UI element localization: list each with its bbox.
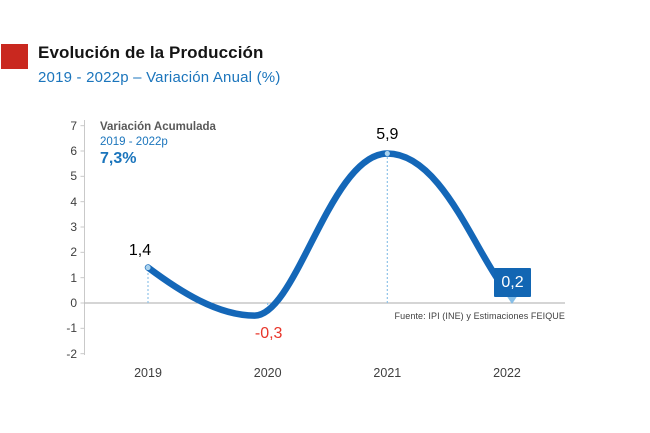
y-tick-label: 3	[70, 220, 77, 234]
x-tick-label-2019: 2019	[134, 366, 162, 380]
x-tick-label-2020: 2020	[253, 366, 282, 380]
callout-2022: 0,2	[493, 268, 531, 298]
x-tick-label-2021: 2021	[373, 366, 402, 380]
x-tick-label-2022: 2022	[493, 366, 521, 380]
source-note: Fuente: IPI (INE) y Estimaciones FEIQUE	[394, 311, 565, 321]
data-label-2019: 1,4	[128, 241, 152, 259]
data-label-2020: -0,3	[254, 324, 283, 342]
y-tick-label: -1	[66, 321, 77, 336]
point-marker-2021	[384, 150, 390, 157]
y-tick-label: 0	[70, 296, 77, 310]
note-period: 2019 - 2022p	[100, 136, 168, 148]
accumulated-variation-note: Variación Acumulada 2019 - 2022p 7,3%	[100, 120, 216, 167]
y-tick-label: 4	[70, 194, 77, 209]
production-curve	[144, 150, 505, 319]
y-tick-label: 7	[70, 118, 77, 133]
page-subtitle: 2019 - 2022p – Variación Anual (%)	[38, 69, 281, 86]
y-tick-label: 1	[70, 270, 77, 285]
red-bullet-icon	[1, 44, 28, 69]
y-tick-label: 6	[70, 144, 77, 158]
point-marker-2019	[145, 264, 151, 271]
page-title: Evolución de la Producción	[38, 43, 264, 62]
data-label-2021: 5,9	[376, 125, 399, 143]
note-value: 7,3%	[100, 150, 137, 167]
y-tick-label: 5	[70, 169, 77, 184]
callout-arrow-icon	[506, 296, 517, 304]
y-tick-label: -2	[66, 346, 77, 361]
note-label: Variación Acumulada	[100, 121, 216, 133]
y-tick-label: 2	[70, 245, 77, 260]
